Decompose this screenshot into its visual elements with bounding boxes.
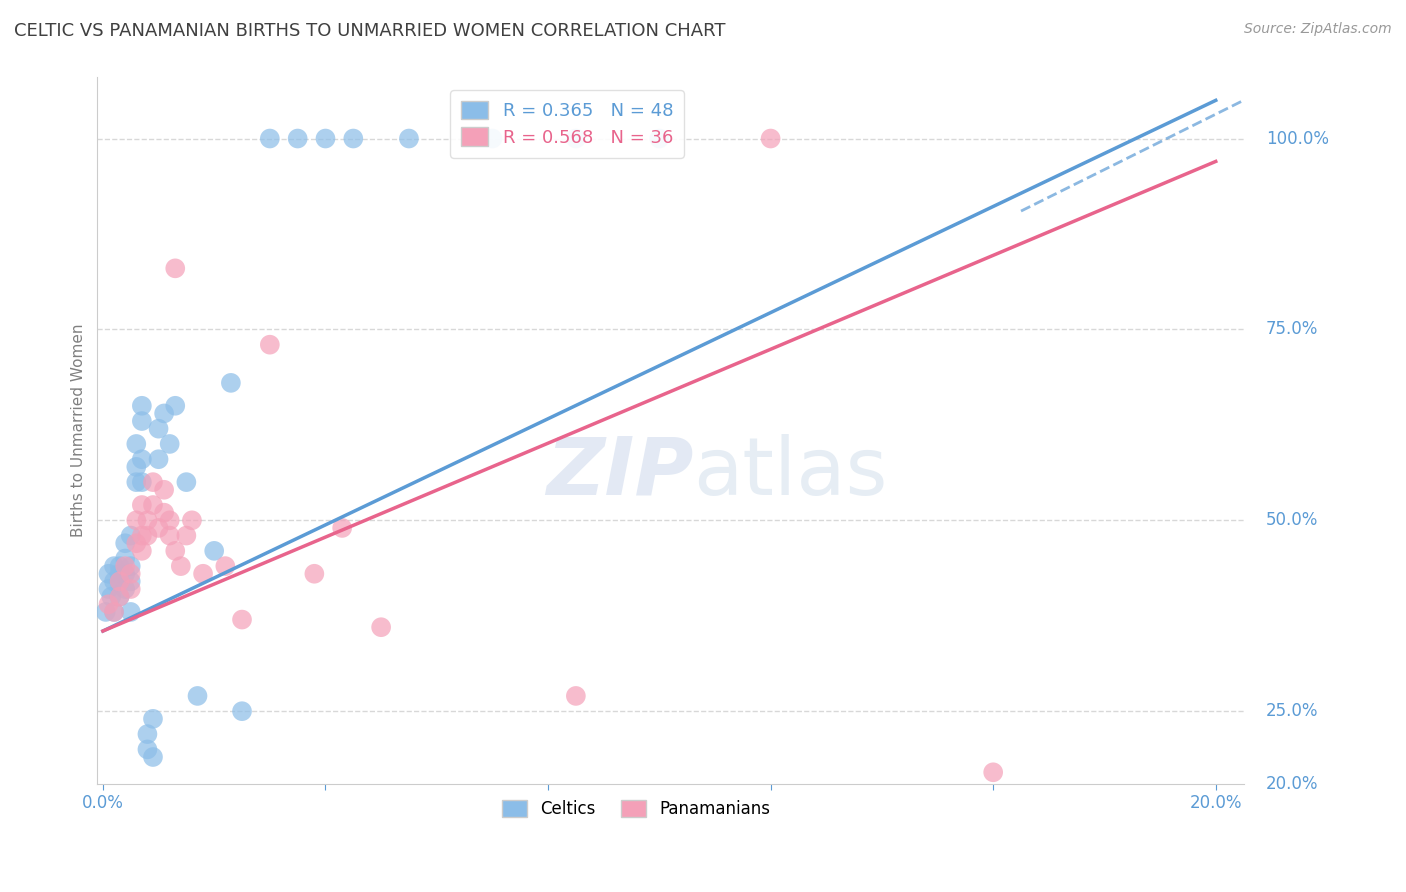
Point <box>136 513 159 527</box>
Point <box>219 376 242 390</box>
Point <box>125 536 148 550</box>
Text: 25.0%: 25.0% <box>1265 702 1319 720</box>
Point <box>131 528 153 542</box>
Text: CELTIC VS PANAMANIAN BIRTHS TO UNMARRIED WOMEN CORRELATION CHART: CELTIC VS PANAMANIAN BIRTHS TO UNMARRIED… <box>14 22 725 40</box>
Text: atlas: atlas <box>693 434 887 512</box>
Point <box>131 544 153 558</box>
Point <box>125 459 148 474</box>
Point <box>114 559 136 574</box>
Point <box>314 131 336 145</box>
Point <box>648 131 671 145</box>
Point <box>148 422 170 436</box>
Point <box>231 613 253 627</box>
Point <box>159 528 181 542</box>
Point <box>153 483 176 497</box>
Point <box>131 414 153 428</box>
Point <box>148 452 170 467</box>
Text: ZIP: ZIP <box>546 434 693 512</box>
Text: 20.0%: 20.0% <box>1265 775 1319 793</box>
Point <box>120 566 142 581</box>
Point <box>259 337 281 351</box>
Point <box>759 131 782 145</box>
Point <box>97 597 120 611</box>
Point <box>108 574 131 589</box>
Point <box>103 574 125 589</box>
Point <box>159 437 181 451</box>
Point <box>181 513 204 527</box>
Point <box>304 566 326 581</box>
Point <box>165 261 187 276</box>
Point <box>120 605 142 619</box>
Point <box>202 544 225 558</box>
Point <box>481 131 503 145</box>
Point <box>159 513 181 527</box>
Point <box>287 131 309 145</box>
Point <box>103 605 125 619</box>
Point <box>398 131 420 145</box>
Point <box>176 528 198 542</box>
Point <box>131 498 153 512</box>
Point <box>108 590 131 604</box>
Point <box>100 590 122 604</box>
Point <box>191 566 214 581</box>
Point <box>120 582 142 596</box>
Point <box>120 528 142 542</box>
Point <box>125 475 148 490</box>
Point <box>565 689 588 703</box>
Point <box>97 582 120 596</box>
Point <box>165 399 187 413</box>
Point <box>120 574 142 589</box>
Point <box>342 131 364 145</box>
Point <box>125 437 148 451</box>
Point <box>108 566 131 581</box>
Point <box>153 406 176 420</box>
Point <box>176 475 198 490</box>
Point <box>136 727 159 741</box>
Point <box>103 605 125 619</box>
Point <box>565 131 588 145</box>
Point <box>114 536 136 550</box>
Point <box>136 742 159 756</box>
Legend: Celtics, Panamanians: Celtics, Panamanians <box>495 793 776 825</box>
Point <box>103 559 125 574</box>
Point <box>186 689 208 703</box>
Point <box>981 765 1004 780</box>
Point <box>131 475 153 490</box>
Y-axis label: Births to Unmarried Women: Births to Unmarried Women <box>72 324 86 537</box>
Point <box>97 566 120 581</box>
Point <box>148 521 170 535</box>
Point <box>131 452 153 467</box>
Point <box>370 620 392 634</box>
Point <box>330 521 353 535</box>
Point <box>114 582 136 596</box>
Point <box>114 551 136 566</box>
Text: Source: ZipAtlas.com: Source: ZipAtlas.com <box>1244 22 1392 37</box>
Text: 50.0%: 50.0% <box>1265 511 1319 529</box>
Point <box>142 475 165 490</box>
Text: 100.0%: 100.0% <box>1265 129 1329 147</box>
Point <box>125 513 148 527</box>
Point <box>214 559 236 574</box>
Point <box>108 590 131 604</box>
Point <box>153 506 176 520</box>
Point <box>170 559 193 574</box>
Point <box>231 704 253 718</box>
Point <box>136 528 159 542</box>
Point <box>165 544 187 558</box>
Point <box>259 131 281 145</box>
Point <box>114 566 136 581</box>
Point <box>131 399 153 413</box>
Point <box>108 559 131 574</box>
Point <box>142 498 165 512</box>
Point <box>94 605 117 619</box>
Point <box>142 750 165 764</box>
Point <box>108 574 131 589</box>
Point <box>120 559 142 574</box>
Point <box>142 712 165 726</box>
Text: 75.0%: 75.0% <box>1265 320 1319 338</box>
